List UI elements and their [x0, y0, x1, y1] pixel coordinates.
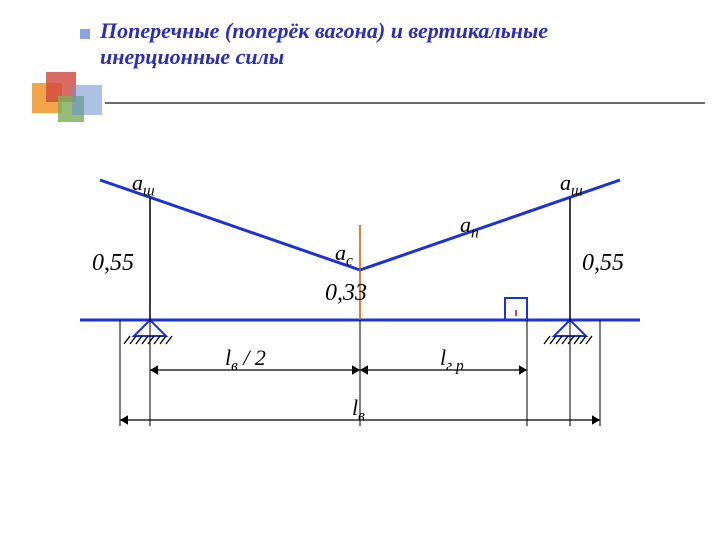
dim-lgr: lг р [440, 345, 464, 375]
title-bullet [80, 26, 90, 36]
label-ash-left: аш [132, 170, 155, 200]
title-text: Поперечные (поперёк вагона) и вертикальн… [100, 18, 548, 69]
forces-diagram: аш аш ас ап 0,55 0,55 0,33 lв / 2 lг р l… [60, 170, 660, 500]
accent-blue [72, 85, 102, 115]
value-right: 0,55 [582, 250, 624, 277]
label-ap: ап [460, 212, 479, 242]
dim-lv-half: lв / 2 [225, 345, 266, 375]
label-ac: ас [335, 240, 353, 270]
page-title: Поперечные (поперёк вагона) и вертикальн… [100, 18, 660, 71]
value-left: 0,55 [92, 250, 134, 277]
value-center: 0,33 [325, 280, 367, 307]
label-ash-right: аш [560, 170, 583, 200]
dim-lv: lв [352, 395, 365, 425]
header-rule [105, 102, 705, 104]
